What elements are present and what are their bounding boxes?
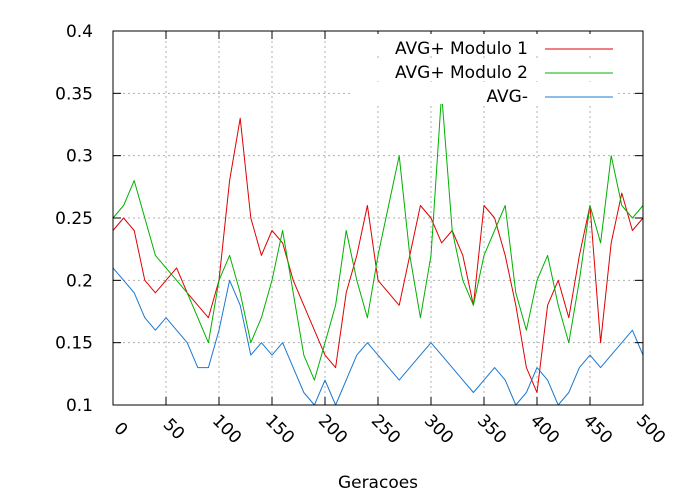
x-tick-label: 400 [526,411,563,448]
x-tick-label: 300 [420,411,457,448]
y-tick-label: 0.35 [55,84,93,104]
series-line-avg-modulo-2 [112,92,644,381]
y-tick-label: 0.4 [66,22,93,42]
legend-label: AVG- [487,87,528,107]
x-tick-label: 350 [473,411,510,448]
y-tick-label: 0.25 [55,209,93,229]
legend-background [350,34,615,56]
x-tick-label: 50 [159,415,188,444]
y-tick-label: 0.3 [66,147,93,167]
x-tick-label: 450 [579,411,616,448]
axis-ticks [112,30,644,406]
x-tick-label: 200 [314,411,351,448]
x-tick-label: 500 [632,411,669,448]
series-line-avg [112,267,644,406]
y-tick-label: 0.15 [55,334,93,354]
legend-background [350,58,615,80]
x-tick-label: 0 [110,419,132,441]
x-tick-labels: 0 50 100 150 200 250 300 350 400 450 500 [110,411,669,448]
legend-background [350,82,615,104]
legend: AVG+ Modulo 1 AVG+ Modulo 2 AVG- [350,34,615,107]
y-tick-label: 0.2 [66,271,93,291]
series-layer [112,92,644,406]
y-tick-labels: 0.1 0.15 0.2 0.25 0.3 0.35 0.4 [55,22,93,416]
legend-label: AVG+ Modulo 2 [395,63,528,83]
x-tick-label: 150 [261,411,298,448]
x-tick-label: 100 [208,411,245,448]
y-tick-label: 0.1 [66,396,93,416]
legend-label: AVG+ Modulo 1 [395,39,528,59]
x-axis-title: Geracoes [338,473,418,493]
x-tick-label: 250 [367,411,404,448]
